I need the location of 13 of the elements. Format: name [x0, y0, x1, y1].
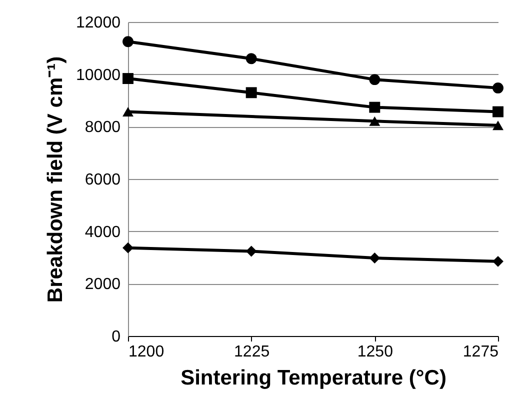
x-axis-title: Sintering Temperature (°C)	[180, 366, 446, 390]
x-tick-label: 1275	[462, 344, 499, 360]
y-tick-label: 6000	[84, 172, 121, 188]
y-axis-title: Breakdown field (V cm⁻¹)	[44, 56, 68, 303]
y-tick-label: 12000	[76, 14, 121, 32]
y-tick-label: 0	[112, 328, 121, 346]
x-tick-label: 1200	[128, 344, 164, 360]
y-tick-label: 4000	[84, 224, 121, 241]
y-tick-label: 10000	[76, 66, 121, 84]
y-tick-label: 8000	[84, 119, 121, 136]
x-tick-label: 1250	[357, 344, 394, 360]
x-tick-label: 1225	[234, 344, 270, 360]
y-tick-label: 2000	[84, 276, 121, 294]
